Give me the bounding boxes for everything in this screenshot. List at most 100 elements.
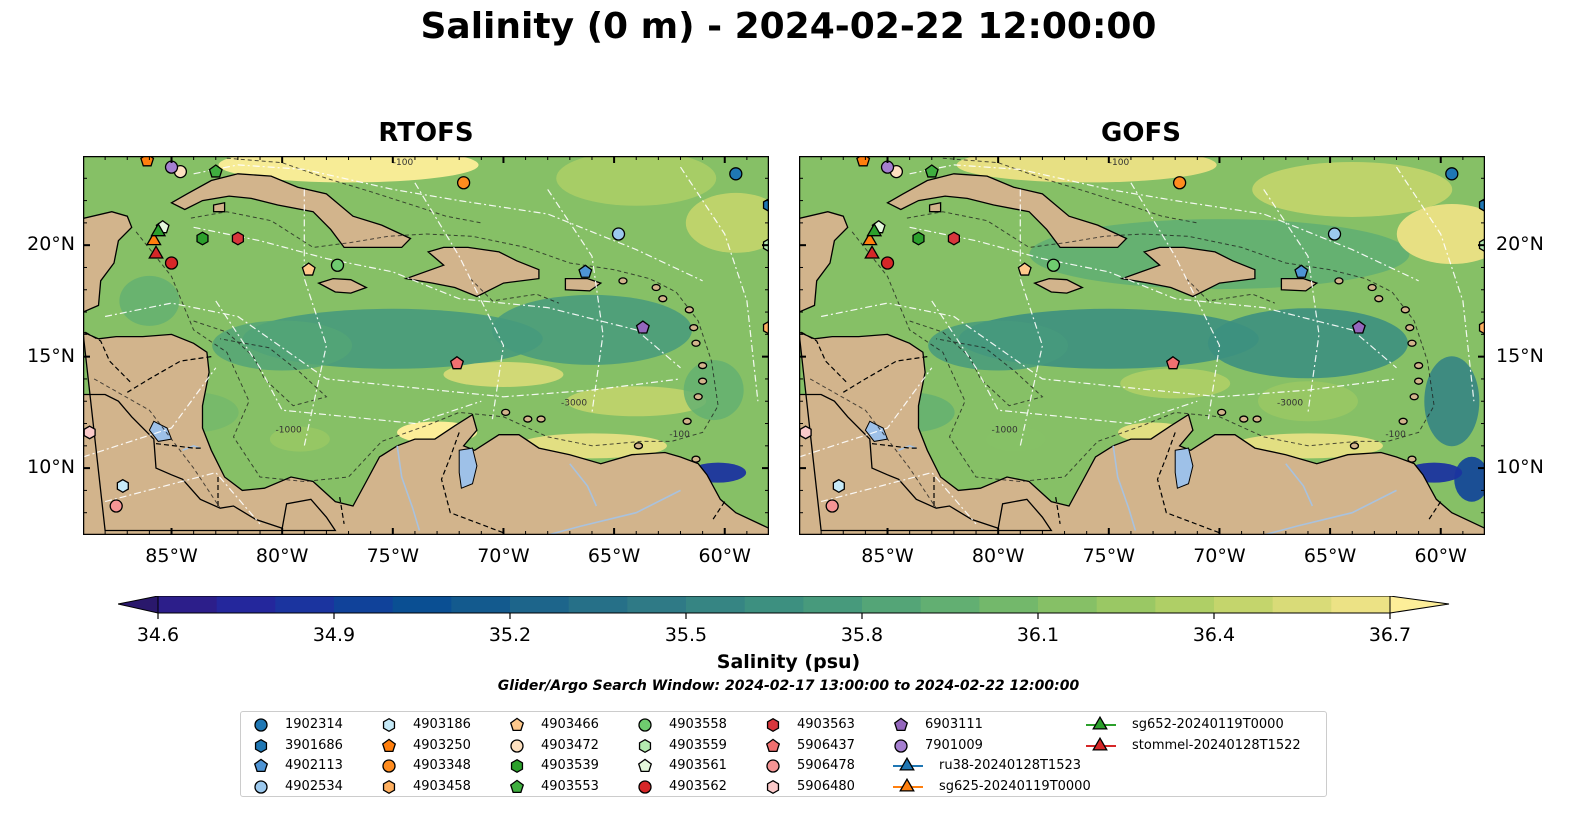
- obs-marker-1902314[interactable]: [1445, 167, 1459, 181]
- obs-marker-4903348[interactable]: [456, 176, 471, 190]
- obs-marker-6903111[interactable]: [1351, 320, 1366, 334]
- obs-marker-4903466[interactable]: [301, 262, 316, 276]
- lon-tick-label: 70°W: [477, 545, 530, 567]
- obs-marker-5906437[interactable]: [1165, 355, 1181, 370]
- obs-marker-4903250[interactable]: [856, 156, 871, 167]
- salinity-patch: [212, 320, 353, 371]
- obs-marker-5906478[interactable]: [825, 499, 839, 513]
- panel-title-gofs: GOFS: [1101, 118, 1181, 148]
- legend-label: 4903563: [797, 717, 855, 732]
- contour-label: -3000: [1277, 399, 1303, 409]
- obs-marker-3901686[interactable]: [1478, 197, 1485, 213]
- map-gofs[interactable]: -100 -1000 -3000 -100: [799, 156, 1485, 535]
- river: [182, 444, 201, 452]
- legend-marker-icon: [893, 756, 923, 771]
- lon-tick-label: 65°W: [587, 545, 641, 567]
- legend-label: ru38-20240128T1523: [939, 758, 1082, 773]
- obs-marker-4903348[interactable]: [1172, 176, 1187, 190]
- bathymetry-contour: [469, 278, 559, 304]
- legend-label: 6903111: [925, 717, 983, 732]
- country-border: [1055, 497, 1061, 524]
- legend-marker-icon: [510, 738, 524, 753]
- bathymetry-contour: [226, 157, 482, 224]
- obs-marker-5906437[interactable]: [449, 355, 465, 370]
- obs-marker-4902113[interactable]: [578, 264, 593, 278]
- island: [523, 415, 533, 423]
- obs-marker-sg652-20240119T0000[interactable]: [866, 222, 883, 237]
- legend-marker-icon: [382, 779, 396, 794]
- colorbar-segment: [1096, 596, 1156, 613]
- island: [1334, 277, 1344, 285]
- obs-marker-4903458[interactable]: [1478, 320, 1485, 335]
- legend-marker-icon: [254, 779, 268, 794]
- colorbar-segment: [275, 596, 335, 613]
- country-border: [710, 501, 726, 522]
- obs-marker-4903186[interactable]: [832, 478, 845, 494]
- obs-marker-6903111[interactable]: [635, 320, 650, 334]
- contour-label: -100: [669, 430, 690, 440]
- obs-marker-4903563[interactable]: [231, 231, 245, 246]
- lon-tick-label: 65°W: [1303, 545, 1357, 567]
- land-puertorico: [1280, 277, 1319, 292]
- obs-marker-sg625-20240119T0000[interactable]: [861, 231, 878, 246]
- river: [898, 444, 917, 452]
- map-rtofs[interactable]: -100 -1000 -3000 -100: [83, 156, 769, 535]
- lon-tick-label: 80°W: [971, 545, 1025, 567]
- obs-marker-stommel-20240128T1522[interactable]: [148, 244, 164, 259]
- obs-marker-4903539[interactable]: [196, 231, 209, 246]
- boundary-line: [799, 367, 933, 458]
- colorbar-segment: [803, 596, 863, 613]
- obs-marker-4903466[interactable]: [1017, 262, 1032, 276]
- lon-tick-label: 75°W: [1082, 545, 1136, 567]
- obs-marker-4903558[interactable]: [330, 258, 345, 272]
- lat-tick-label-left: 10°N: [27, 456, 75, 479]
- lat-tick-label-right: 10°N: [1496, 456, 1544, 479]
- boundary-line: [193, 226, 681, 369]
- bathymetry-contour: [809, 378, 937, 509]
- boundary-line: [931, 300, 1198, 425]
- obs-marker-1902314[interactable]: [729, 167, 743, 181]
- land-cuba: [886, 173, 1128, 249]
- obs-marker-4903250[interactable]: [140, 156, 155, 167]
- obs-marker-5906480[interactable]: [83, 425, 96, 440]
- obs-marker-stommel-20240128T1522[interactable]: [864, 244, 880, 259]
- obs-marker-4903558[interactable]: [1046, 258, 1061, 272]
- legend-label: 1902314: [285, 717, 343, 732]
- obs-marker-4903458[interactable]: [762, 320, 769, 335]
- boundary-line: [83, 367, 217, 458]
- colorbar-segment: [1155, 596, 1215, 613]
- colorbar-label: Salinity (psu): [716, 651, 861, 673]
- obs-marker-4903553[interactable]: [924, 164, 939, 178]
- boundary-line: [104, 302, 681, 398]
- obs-marker-4902113[interactable]: [1294, 264, 1309, 278]
- colorbar-segment: [451, 596, 511, 613]
- obs-marker-sg625-20240119T0000[interactable]: [145, 231, 162, 246]
- island: [697, 361, 708, 370]
- obs-marker-5906478[interactable]: [109, 499, 123, 513]
- obs-marker-4902534[interactable]: [1327, 227, 1342, 241]
- colorbar-segment: [686, 596, 746, 613]
- obs-marker-4903562[interactable]: [164, 256, 179, 270]
- island: [1398, 417, 1408, 425]
- salinity-patch: [556, 156, 717, 206]
- legend-label: 4903539: [541, 758, 599, 773]
- boundary-line: [547, 189, 604, 413]
- legend-marker-icon: [254, 738, 268, 753]
- obs-marker-4903563[interactable]: [947, 231, 961, 246]
- obs-marker-4902534[interactable]: [611, 227, 626, 241]
- obs-marker-4903186[interactable]: [116, 478, 129, 494]
- salinity-patch: [985, 426, 1046, 452]
- island: [633, 442, 644, 450]
- obs-marker-4903553[interactable]: [208, 164, 223, 178]
- obs-marker-5906480[interactable]: [799, 425, 812, 440]
- obs-marker-sg652-20240119T0000[interactable]: [150, 222, 167, 237]
- legend-label: 4903458: [413, 778, 471, 794]
- island: [1349, 442, 1360, 450]
- island: [1407, 339, 1417, 347]
- colorbar-segment: [627, 596, 687, 613]
- obs-marker-4903562[interactable]: [880, 256, 895, 270]
- legend-marker-icon: [894, 738, 908, 753]
- map-frame: [83, 156, 769, 535]
- obs-marker-4903539[interactable]: [912, 231, 925, 246]
- obs-marker-3901686[interactable]: [762, 197, 769, 213]
